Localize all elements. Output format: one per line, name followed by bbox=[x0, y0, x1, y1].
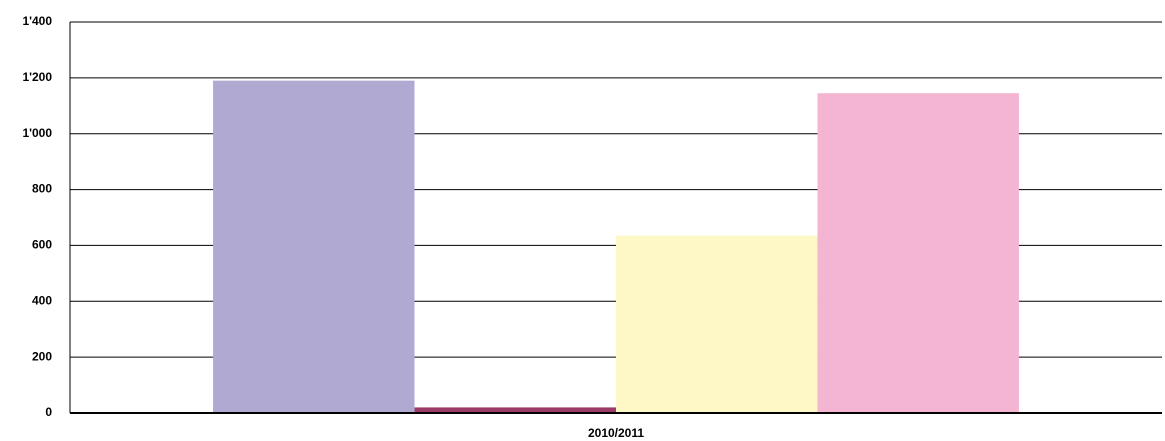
bar bbox=[817, 93, 1019, 413]
y-tick-label: 400 bbox=[32, 293, 52, 307]
y-tick-label: 200 bbox=[32, 349, 52, 363]
y-tick-label: 800 bbox=[32, 182, 52, 196]
x-tick-label: 2010/2011 bbox=[588, 426, 644, 440]
y-tick-label: 0 bbox=[45, 405, 52, 419]
bar bbox=[616, 235, 818, 413]
y-tick-label: 600 bbox=[32, 238, 52, 252]
y-tick-label: 1'400 bbox=[22, 14, 52, 28]
bar bbox=[213, 80, 415, 414]
y-tick-label: 1'000 bbox=[22, 126, 52, 140]
y-tick-label: 1'200 bbox=[22, 70, 52, 84]
bar bbox=[414, 407, 616, 413]
